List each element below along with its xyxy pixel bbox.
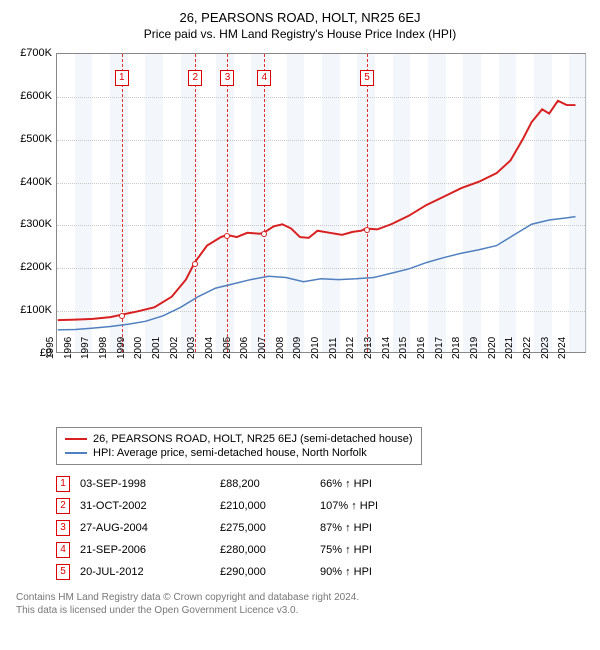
- sales-row-number: 2: [56, 498, 70, 514]
- y-tick-label: £500K: [8, 133, 52, 145]
- line-series: [57, 54, 585, 352]
- y-tick-label: £200K: [8, 261, 52, 273]
- sales-row-price: £210,000: [220, 500, 320, 512]
- attribution-line-1: Contains HM Land Registry data © Crown c…: [16, 591, 592, 604]
- sales-row-number: 5: [56, 564, 70, 580]
- series-property: [58, 101, 576, 320]
- x-tick-label: 2024: [557, 337, 600, 359]
- event-number-box: 5: [360, 70, 374, 86]
- sale-marker-icon: [119, 313, 125, 319]
- sales-row-price: £88,200: [220, 478, 320, 490]
- chart-title: 26, PEARSONS ROAD, HOLT, NR25 6EJ: [8, 10, 592, 25]
- sales-row-date: 27-AUG-2004: [80, 522, 220, 534]
- sales-row: 1 03-SEP-1998£88,20066% ↑ HPI: [56, 473, 592, 495]
- sales-row: 5 20-JUL-2012£290,00090% ↑ HPI: [56, 561, 592, 583]
- y-tick-label: £700K: [8, 47, 52, 59]
- attribution: Contains HM Land Registry data © Crown c…: [16, 591, 592, 617]
- legend-item: HPI: Average price, semi-detached house,…: [65, 446, 413, 460]
- event-number-box: 1: [115, 70, 129, 86]
- sales-row: 4 21-SEP-2006£280,00075% ↑ HPI: [56, 539, 592, 561]
- legend-swatch-icon: [65, 438, 87, 440]
- y-tick-label: £400K: [8, 176, 52, 188]
- sale-marker-icon: [261, 231, 267, 237]
- chart-container: £0£100K£200K£300K£400K£500K£600K£700K 12…: [8, 49, 592, 419]
- sale-marker-icon: [192, 261, 198, 267]
- sales-row-number: 1: [56, 476, 70, 492]
- y-tick-label: £300K: [8, 218, 52, 230]
- sales-row-pct: 66% ↑ HPI: [320, 478, 440, 490]
- series-hpi: [58, 217, 576, 330]
- legend-swatch-icon: [65, 452, 87, 454]
- event-number-box: 2: [188, 70, 202, 86]
- y-tick-label: £100K: [8, 304, 52, 316]
- sales-row-pct: 87% ↑ HPI: [320, 522, 440, 534]
- legend-label: HPI: Average price, semi-detached house,…: [93, 447, 367, 459]
- sale-marker-icon: [224, 233, 230, 239]
- legend: 26, PEARSONS ROAD, HOLT, NR25 6EJ (semi-…: [56, 427, 422, 465]
- chart-subtitle: Price paid vs. HM Land Registry's House …: [8, 27, 592, 41]
- legend-item: 26, PEARSONS ROAD, HOLT, NR25 6EJ (semi-…: [65, 432, 413, 446]
- event-number-box: 3: [220, 70, 234, 86]
- event-number-box: 4: [257, 70, 271, 86]
- sales-row-price: £280,000: [220, 544, 320, 556]
- sales-row-date: 03-SEP-1998: [80, 478, 220, 490]
- sales-row-number: 4: [56, 542, 70, 558]
- sales-row-date: 21-SEP-2006: [80, 544, 220, 556]
- sales-row: 2 31-OCT-2002£210,000107% ↑ HPI: [56, 495, 592, 517]
- plot-area: 1 2 3 4 5: [56, 53, 586, 353]
- sales-row-pct: 90% ↑ HPI: [320, 566, 440, 578]
- sales-row-price: £275,000: [220, 522, 320, 534]
- legend-label: 26, PEARSONS ROAD, HOLT, NR25 6EJ (semi-…: [93, 433, 413, 445]
- sales-row: 3 27-AUG-2004£275,00087% ↑ HPI: [56, 517, 592, 539]
- sales-row-price: £290,000: [220, 566, 320, 578]
- sales-row-number: 3: [56, 520, 70, 536]
- sales-row-pct: 107% ↑ HPI: [320, 500, 440, 512]
- sales-row-date: 31-OCT-2002: [80, 500, 220, 512]
- attribution-line-2: This data is licensed under the Open Gov…: [16, 604, 592, 617]
- y-tick-label: £600K: [8, 90, 52, 102]
- sales-row-date: 20-JUL-2012: [80, 566, 220, 578]
- sales-row-pct: 75% ↑ HPI: [320, 544, 440, 556]
- sales-table: 1 03-SEP-1998£88,20066% ↑ HPI 2 31-OCT-2002…: [56, 473, 592, 583]
- sale-marker-icon: [364, 227, 370, 233]
